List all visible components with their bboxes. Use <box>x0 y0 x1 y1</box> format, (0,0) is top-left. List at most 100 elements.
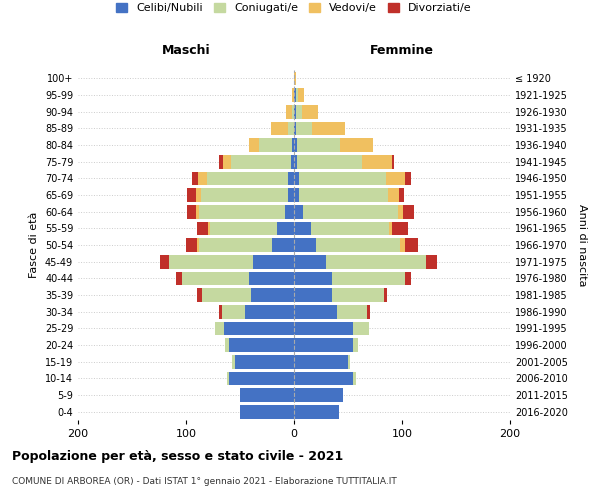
Bar <box>332 288 383 302</box>
Bar <box>221 305 245 318</box>
Bar <box>294 388 343 402</box>
Bar <box>294 205 302 218</box>
Bar <box>294 272 332 285</box>
Bar <box>294 322 353 335</box>
Bar <box>287 188 294 202</box>
Bar <box>405 172 410 185</box>
Bar <box>186 238 197 252</box>
Bar <box>296 122 313 135</box>
Bar <box>294 188 299 202</box>
Bar <box>292 105 294 118</box>
Bar <box>182 272 248 285</box>
Bar <box>311 222 389 235</box>
Bar <box>294 288 332 302</box>
Bar <box>224 322 294 335</box>
Bar <box>405 238 418 252</box>
Bar <box>235 355 294 368</box>
Bar <box>286 105 292 118</box>
Bar <box>223 155 232 168</box>
Bar <box>208 222 210 235</box>
Bar <box>337 305 367 318</box>
Bar <box>398 205 403 218</box>
Bar <box>196 188 201 202</box>
Bar <box>229 338 294 352</box>
Bar <box>296 105 302 118</box>
Bar <box>197 238 199 252</box>
Bar <box>362 155 392 168</box>
Bar <box>245 305 294 318</box>
Bar <box>215 322 224 335</box>
Bar <box>202 288 251 302</box>
Bar <box>287 122 294 135</box>
Bar <box>296 88 298 102</box>
Bar <box>220 305 221 318</box>
Bar <box>272 238 294 252</box>
Bar <box>388 188 399 202</box>
Bar <box>294 138 297 152</box>
Bar <box>405 272 410 285</box>
Bar <box>353 338 358 352</box>
Bar <box>299 188 388 202</box>
Text: COMUNE DI ARBOREA (OR) - Dati ISTAT 1° gennaio 2021 - Elaborazione TUTTITALIA.IT: COMUNE DI ARBOREA (OR) - Dati ISTAT 1° g… <box>12 478 397 486</box>
Bar <box>199 238 272 252</box>
Bar <box>326 255 426 268</box>
Bar <box>294 155 297 168</box>
Bar <box>287 172 294 185</box>
Bar <box>248 272 294 285</box>
Bar <box>294 305 337 318</box>
Bar <box>294 122 296 135</box>
Bar <box>176 272 182 285</box>
Bar <box>297 138 340 152</box>
Bar <box>201 188 287 202</box>
Bar <box>292 138 294 152</box>
Bar <box>302 205 398 218</box>
Bar <box>392 222 409 235</box>
Bar <box>294 172 299 185</box>
Text: Femmine: Femmine <box>370 44 434 57</box>
Bar <box>294 405 340 418</box>
Bar <box>332 272 405 285</box>
Bar <box>403 205 414 218</box>
Bar <box>251 288 294 302</box>
Bar <box>193 172 198 185</box>
Bar <box>187 205 196 218</box>
Bar <box>294 222 311 235</box>
Bar <box>383 288 387 302</box>
Bar <box>291 155 294 168</box>
Bar <box>313 122 345 135</box>
Bar <box>367 305 370 318</box>
Bar <box>299 172 386 185</box>
Text: Maschi: Maschi <box>161 44 211 57</box>
Y-axis label: Fasce di età: Fasce di età <box>29 212 39 278</box>
Bar <box>392 155 394 168</box>
Bar <box>232 155 291 168</box>
Bar <box>229 372 294 385</box>
Bar <box>196 205 199 218</box>
Bar <box>227 372 229 385</box>
Bar <box>353 372 356 385</box>
Bar <box>187 188 196 202</box>
Bar <box>232 355 235 368</box>
Legend: Celibi/Nubili, Coniugati/e, Vedovi/e, Divorziati/e: Celibi/Nubili, Coniugati/e, Vedovi/e, Di… <box>112 0 476 18</box>
Bar <box>286 205 294 218</box>
Bar <box>248 138 259 152</box>
Bar <box>294 105 296 118</box>
Bar <box>225 338 229 352</box>
Bar <box>169 255 253 268</box>
Bar <box>294 88 296 102</box>
Bar <box>399 188 404 202</box>
Bar <box>294 355 348 368</box>
Bar <box>353 322 368 335</box>
Y-axis label: Anni di nascita: Anni di nascita <box>577 204 587 286</box>
Bar <box>277 222 294 235</box>
Bar <box>302 105 318 118</box>
Bar <box>298 88 304 102</box>
Bar <box>199 205 286 218</box>
Bar <box>294 372 353 385</box>
Bar <box>400 238 405 252</box>
Bar <box>240 388 294 402</box>
Bar <box>294 72 296 85</box>
Bar <box>220 155 223 168</box>
Bar <box>259 138 292 152</box>
Bar <box>240 405 294 418</box>
